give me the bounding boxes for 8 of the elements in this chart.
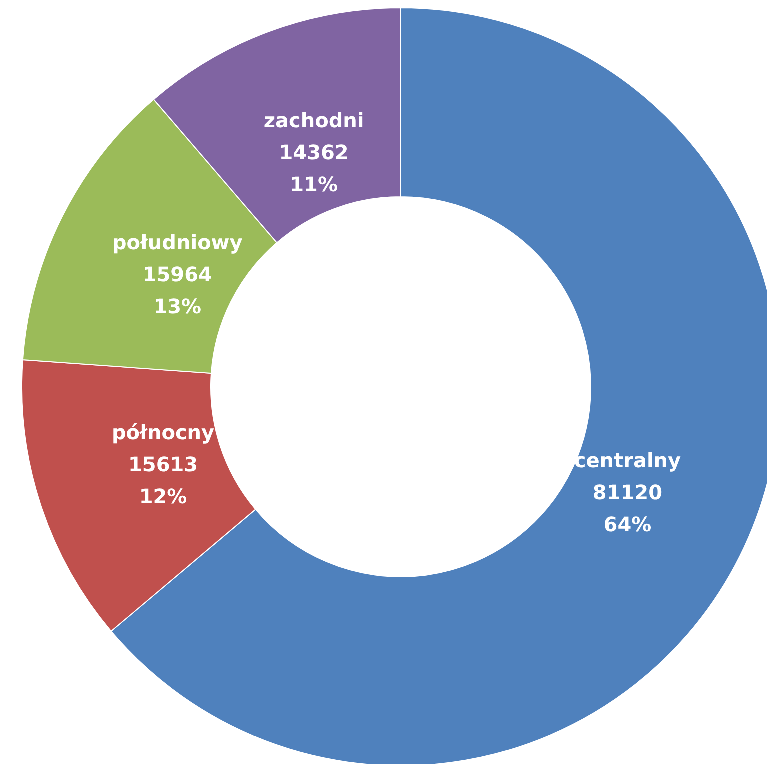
slice-label: centralny (574, 448, 682, 472)
slice-label: północny (112, 420, 215, 444)
data-label: 15613 12% (128, 452, 198, 508)
data-label: 15964 13% (142, 262, 212, 319)
data-label: 14362 11% (279, 140, 349, 197)
data-label: 81120 64% (592, 480, 663, 536)
slice-label: południowy (112, 230, 243, 255)
slice-label: zachodni (264, 108, 364, 133)
